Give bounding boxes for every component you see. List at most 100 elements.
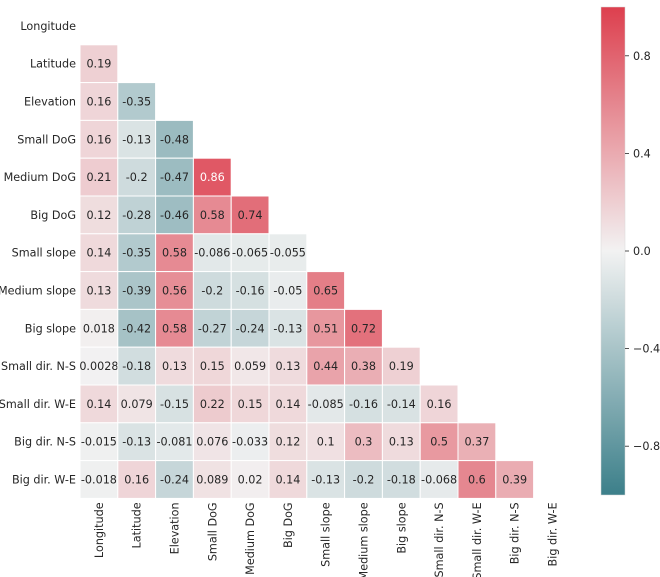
cell-value-label-10-4: 0.15 [238,398,263,411]
cell-value-label-5-2: -0.46 [160,209,189,222]
cell-value-label-2-1: -0.35 [122,96,151,109]
row-label-3: Small DoG [17,133,76,146]
heatmap-cell-6-0 [79,233,119,273]
cell-value-label-11-2: -0.081 [156,436,192,449]
row-label-7: Medium slope [0,285,76,298]
heatmap-cell-2-0 [79,82,119,121]
colorbar-tick-label-3: −0.4 [633,343,660,356]
heatmap-cell-10-5 [268,384,308,424]
cell-value-label-11-9: 0.5 [430,436,448,449]
heatmap-cell-7-0 [79,271,119,310]
heatmap-cell-4-1 [117,157,157,197]
cell-value-label-6-0: 0.14 [86,247,111,260]
cell-value-label-12-2: -0.24 [160,474,189,487]
cell-value-label-6-5: -0.055 [270,247,306,260]
column-label-9: Small dir. N-S [433,502,446,577]
row-label-4: Medium DoG [4,171,76,184]
cell-value-label-12-10: 0.6 [468,474,486,487]
row-label-11: Big dir. N-S [14,436,76,449]
column-labels: Longitude Latitude Elevation Small DoG Mediu… [93,502,560,577]
cell-value-label-12-5: 0.14 [275,474,300,487]
cell-value-label-12-11: 0.39 [502,474,527,487]
cell-value-label-10-3: 0.22 [200,398,225,411]
heatmap-cell-11-0 [79,422,119,462]
heatmap-cell-7-5 [268,271,308,310]
column-label-6: Small slope [320,502,333,567]
cell-value-label-12-1: 0.16 [124,474,149,487]
cell-value-label-10-1: 0.079 [121,398,153,411]
heatmap-cell-4-3 [192,157,232,197]
cell-value-label-12-4: 0.02 [238,474,263,487]
heatmap-cell-8-7 [344,308,383,348]
cell-value-label-12-0: -0.018 [81,474,117,487]
cell-value-label-9-5: 0.13 [275,360,300,373]
cell-value-label-11-10: 0.37 [464,436,489,449]
heatmap-cell-12-10 [457,460,497,499]
column-label-10: Small dir. W-E [471,502,484,577]
cell-value-label-1-0: 0.19 [86,58,111,71]
cell-value-label-9-2: 0.13 [162,360,187,373]
cell-value-label-8-0: 0.018 [83,322,115,335]
cell-value-label-8-4: -0.24 [236,322,265,335]
heatmap-cell-11-10 [457,422,497,462]
heatmap-cell-8-2 [155,308,194,348]
colorbar-tick-label-2: 0.0 [633,245,651,258]
cell-value-label-9-6: 0.44 [313,360,338,373]
cell-value-label-6-3: -0.086 [194,247,230,260]
colorbar-tick-label-4: −0.8 [633,440,660,453]
cell-value-label-11-4: -0.033 [232,436,268,449]
row-labels: Longitude Latitude Elevation Small DoG Mediu… [0,20,76,487]
heatmap-cell-12-6 [306,460,346,499]
colorbar-gradient [600,6,626,496]
heatmap-cell-10-0 [79,384,119,424]
cell-value-label-8-1: -0.42 [122,322,151,335]
heatmap-cell-6-3 [192,233,232,273]
cell-value-label-9-8: 0.19 [389,360,414,373]
heatmap-cell-11-8 [381,422,421,462]
column-label-8: Big slope [395,502,408,553]
row-label-1: Latitude [30,58,76,71]
cell-value-label-10-6: -0.085 [308,398,344,411]
cell-value-label-11-8: 0.13 [389,436,414,449]
cell-value-label-8-7: 0.72 [351,322,376,335]
cell-value-label-9-3: 0.15 [200,360,225,373]
cell-value-label-8-3: -0.27 [198,322,227,335]
cell-value-label-8-2: 0.58 [162,322,187,335]
cell-value-label-12-9: -0.068 [421,474,457,487]
cell-value-label-11-1: -0.13 [122,436,151,449]
row-label-9: Small dir. N-S [1,360,76,373]
column-label-2: Elevation [169,502,182,554]
cell-value-label-12-8: -0.18 [387,474,416,487]
heatmap-cell-1-0 [79,44,119,84]
cell-value-label-11-0: -0.015 [81,436,117,449]
heatmap-cell-6-2 [155,233,194,273]
heatmap-cell-6-4 [230,233,270,273]
heatmap-cell-11-3 [192,422,232,462]
cell-value-label-5-1: -0.28 [122,209,151,222]
cell-value-label-5-4: 0.74 [238,209,263,222]
cell-value-label-10-2: -0.15 [160,398,189,411]
cell-value-label-4-2: -0.47 [160,171,189,184]
cell-value-label-5-3: 0.58 [200,209,225,222]
column-label-5: Big DoG [282,502,295,548]
cell-value-label-12-3: 0.089 [196,474,228,487]
heatmap-cell-10-3 [192,384,232,424]
heatmap-cell-8-0 [79,308,119,348]
cell-value-label-10-8: -0.14 [387,398,416,411]
colorbar-tick-label-0: 0.8 [633,50,651,63]
heatmap-cell-12-0 [79,460,119,499]
cell-value-label-10-5: 0.14 [275,398,300,411]
row-label-12: Big dir. W-E [12,474,76,487]
cell-value-label-11-5: 0.12 [275,436,300,449]
cell-value-label-7-5: -0.05 [273,285,302,298]
heatmap-cell-9-5 [268,346,308,386]
heatmap-cell-7-1 [117,271,157,310]
column-label-3: Small DoG [206,502,219,561]
heatmap-cell-3-2 [155,119,194,159]
cell-value-label-3-1: -0.13 [122,133,151,146]
row-label-5: Big DoG [30,209,76,222]
heatmap-cell-6-1 [117,233,157,273]
row-label-6: Small slope [12,247,77,260]
column-label-0: Longitude [93,502,106,558]
